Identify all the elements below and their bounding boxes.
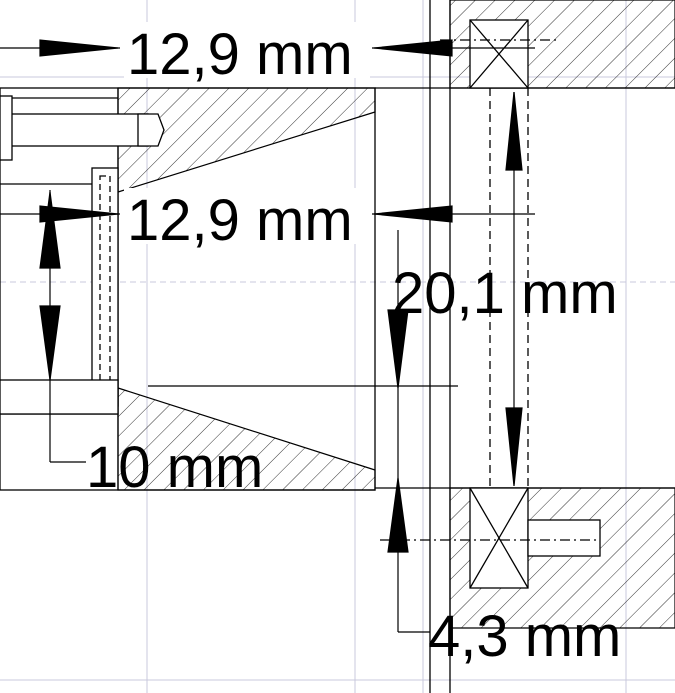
dimension-gap-height: 20,1 mm [392, 261, 618, 326]
arrow-bottom-up [387, 477, 409, 553]
arrow-gap-down [505, 407, 523, 487]
arrow-left-up [39, 191, 61, 269]
dimension-mid-width: 12,9 mm [127, 188, 353, 253]
dimension-lines [0, 39, 535, 633]
arrow-mid-left [39, 205, 119, 223]
screw-shaft-top-left [0, 113, 149, 147]
screw-tip-top-left [137, 113, 165, 147]
arrow-mid-right [373, 205, 453, 223]
arrow-bottom-down [387, 309, 409, 389]
lower-rod [0, 379, 119, 415]
dimension-left-height: 10 mm [86, 435, 263, 500]
arrow-top-right [373, 39, 453, 57]
dimension-bottom-offset: 4,3 mm [428, 604, 621, 669]
arrow-top-left [39, 39, 119, 57]
dimension-labels: 12,9 mm 12,9 mm 20,1 mm 10 mm 4,3 mm [86, 22, 621, 669]
arrow-gap-up [505, 91, 523, 171]
arrow-left-down [39, 305, 61, 381]
dimension-top-width: 12,9 mm [127, 22, 353, 87]
